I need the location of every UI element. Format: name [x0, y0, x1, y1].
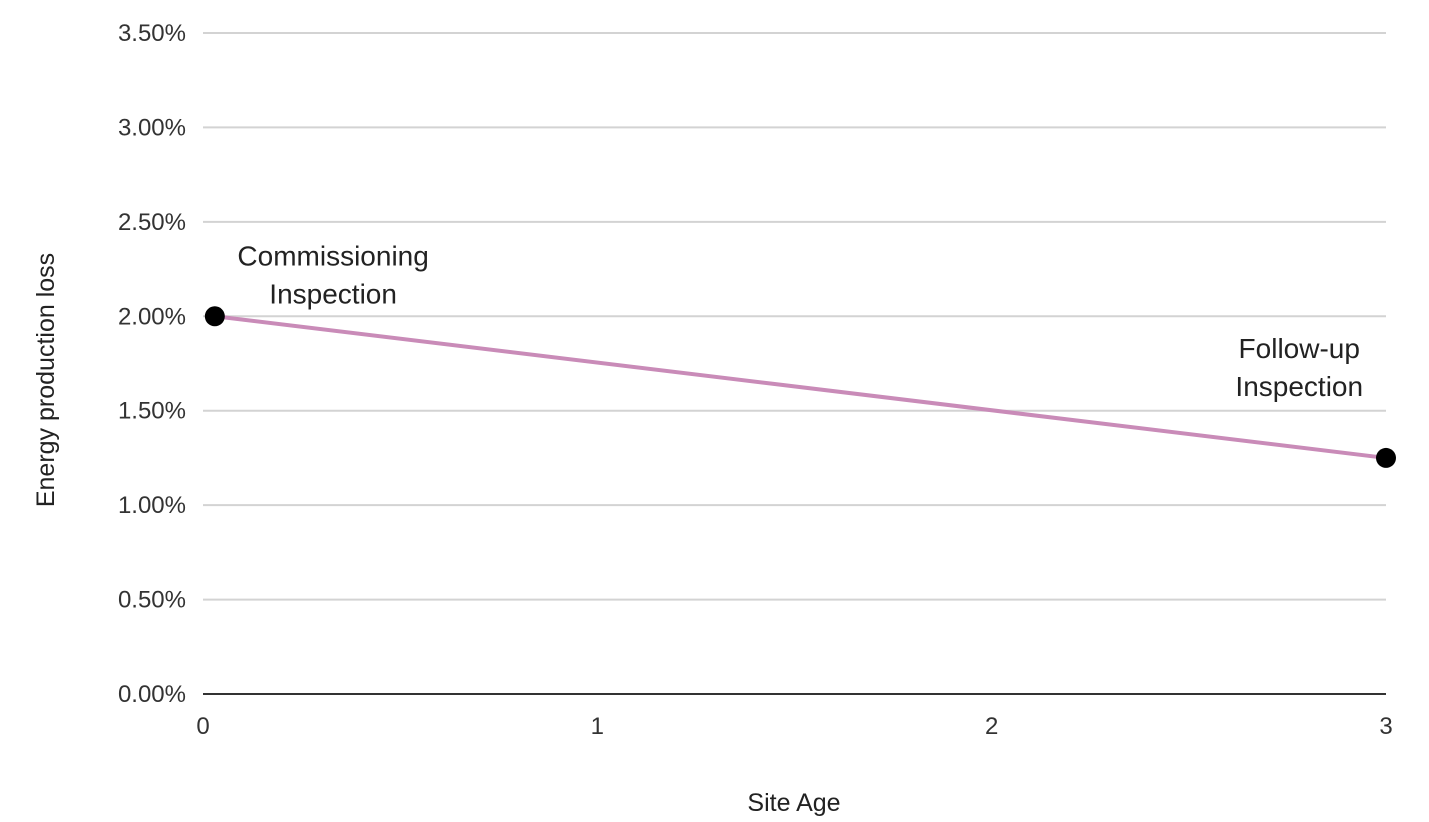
point-annotation: Follow-up Inspection	[1235, 333, 1363, 402]
annotation-line: Inspection	[1235, 371, 1363, 402]
point-annotation: Commissioning Inspection	[237, 240, 428, 309]
x-axis-ticks: 0 1 2 3	[196, 713, 1392, 740]
y-tick-label: 0.50%	[118, 587, 186, 614]
series-line	[212, 314, 1388, 460]
y-axis-ticks: 0.00% 0.50% 1.00% 1.50% 2.00% 2.50% 3.00% 3.50%	[118, 20, 186, 708]
gridlines	[203, 32, 1386, 695]
x-tick-label: 2	[985, 713, 998, 740]
y-tick-label: 3.50%	[118, 20, 186, 47]
y-tick-label: 3.00%	[118, 114, 186, 141]
series-layer	[204, 306, 1396, 468]
y-tick-label: 2.50%	[118, 209, 186, 236]
data-point	[204, 306, 225, 327]
x-tick-label: 1	[591, 713, 604, 740]
y-tick-label: 1.50%	[118, 398, 186, 425]
x-axis-title: Site Age	[747, 789, 840, 817]
data-point	[1376, 447, 1396, 468]
x-tick-label: 3	[1379, 713, 1392, 740]
y-tick-label: 2.00%	[118, 303, 186, 330]
annotations-layer: Commissioning Inspection Follow-up Inspecti…	[237, 240, 1363, 402]
annotation-line: Inspection	[269, 278, 397, 309]
y-tick-label: 0.00%	[118, 681, 186, 708]
annotation-line: Commissioning	[237, 240, 428, 271]
y-tick-label: 1.00%	[118, 492, 186, 519]
x-tick-label: 0	[196, 713, 209, 740]
y-axis-title: Energy production loss	[32, 253, 60, 507]
annotation-line: Follow-up	[1239, 333, 1360, 364]
